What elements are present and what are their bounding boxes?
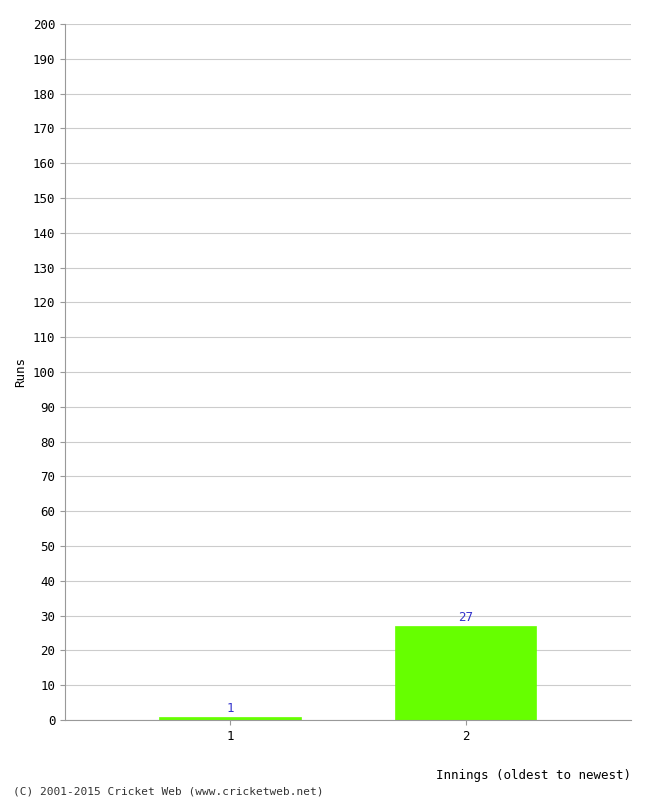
Bar: [159, 717, 300, 720]
Text: 27: 27: [458, 611, 473, 624]
Text: (C) 2001-2015 Cricket Web (www.cricketweb.net): (C) 2001-2015 Cricket Web (www.cricketwe…: [13, 786, 324, 796]
Text: Innings (oldest to newest): Innings (oldest to newest): [436, 769, 630, 782]
Text: 1: 1: [226, 702, 234, 714]
Y-axis label: Runs: Runs: [14, 357, 27, 387]
Bar: [395, 626, 536, 720]
